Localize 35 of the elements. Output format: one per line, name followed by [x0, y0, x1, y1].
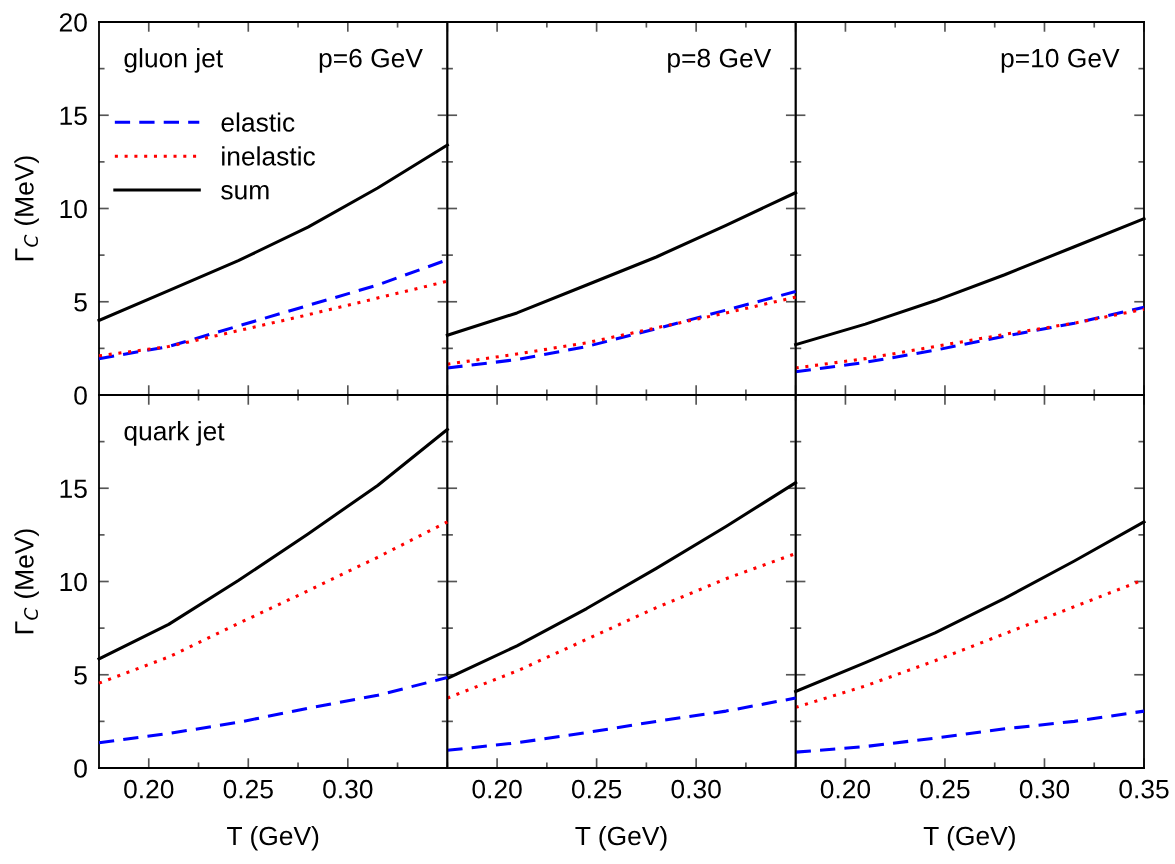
- legend-label: sum: [221, 185, 269, 200]
- line-series: [97, 676, 449, 745]
- y-tick-label: 20: [59, 13, 87, 32]
- y-tick-label: 15: [60, 479, 87, 499]
- x-tick-label: 0.35: [1119, 779, 1169, 799]
- line-series: [97, 279, 449, 358]
- x-tick-label: 0.20: [124, 779, 174, 799]
- x-axis-title: T (GeV): [923, 825, 1015, 851]
- x-tick-label: 0.25: [571, 779, 622, 799]
- text: p=8 GeV: [668, 48, 772, 73]
- y-tick-label: 5: [74, 666, 87, 685]
- x-tick-label: 0.30: [323, 779, 373, 799]
- y-axis-title: Γ$_{C}$ (MeV): [14, 156, 39, 261]
- legend-label: elastic: [221, 112, 295, 132]
- y-tick-label: 10: [60, 199, 87, 219]
- x-tick-label: 0.30: [1019, 779, 1070, 799]
- x-tick-label: 0.20: [820, 779, 871, 799]
- x-tick-label: 0.25: [920, 779, 970, 799]
- text: p=10 GeV: [1001, 48, 1120, 73]
- x-tick-label: 0.20: [472, 779, 522, 799]
- line-series: [97, 520, 449, 685]
- y-tick-label: 10: [60, 572, 87, 592]
- y-tick-label: 5: [74, 293, 87, 312]
- y-tick-label: 0: [74, 759, 87, 778]
- x-axis-title: T (GeV): [227, 825, 319, 851]
- annotation: quark jet: [124, 421, 225, 446]
- y-axis-title: Γ$_{C}$ (MeV): [14, 529, 39, 634]
- x-tick-label: 0.25: [223, 779, 273, 799]
- text: p=6 GeV: [319, 48, 423, 73]
- x-axis-title: T (GeV): [575, 825, 667, 851]
- y-tick-label: 0: [74, 386, 87, 405]
- x-tick-label: 0.30: [671, 779, 721, 799]
- annotation: gluon jet: [124, 48, 223, 73]
- legend-label: inelastic: [222, 146, 316, 166]
- y-tick-label: 15: [60, 106, 87, 126]
